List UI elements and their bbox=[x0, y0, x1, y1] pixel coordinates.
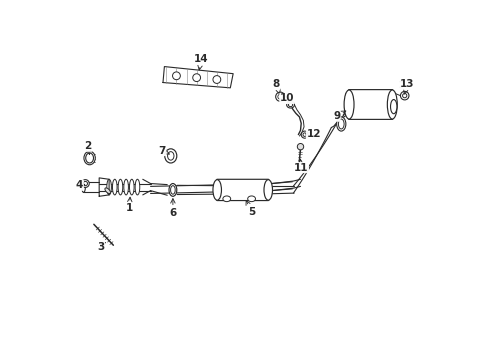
Ellipse shape bbox=[170, 186, 175, 194]
Text: 4: 4 bbox=[76, 180, 84, 190]
Circle shape bbox=[277, 94, 282, 99]
Ellipse shape bbox=[390, 100, 396, 114]
Text: 7: 7 bbox=[158, 145, 169, 156]
FancyBboxPatch shape bbox=[348, 90, 392, 120]
Ellipse shape bbox=[212, 76, 220, 84]
Ellipse shape bbox=[118, 179, 122, 195]
Ellipse shape bbox=[192, 74, 200, 82]
Ellipse shape bbox=[81, 182, 85, 192]
Text: 3: 3 bbox=[97, 242, 105, 252]
Ellipse shape bbox=[212, 180, 221, 200]
Text: 13: 13 bbox=[400, 79, 414, 94]
Ellipse shape bbox=[164, 149, 177, 163]
Ellipse shape bbox=[288, 103, 292, 107]
Ellipse shape bbox=[167, 152, 174, 160]
Ellipse shape bbox=[106, 179, 111, 195]
Text: 6: 6 bbox=[169, 199, 176, 218]
Text: 11: 11 bbox=[293, 159, 308, 172]
Ellipse shape bbox=[112, 179, 117, 195]
Ellipse shape bbox=[336, 117, 345, 131]
Text: 5: 5 bbox=[245, 201, 255, 217]
Ellipse shape bbox=[84, 151, 95, 165]
FancyBboxPatch shape bbox=[216, 179, 268, 201]
Ellipse shape bbox=[172, 72, 180, 80]
Circle shape bbox=[301, 131, 307, 138]
Ellipse shape bbox=[286, 102, 294, 108]
Circle shape bbox=[303, 133, 306, 136]
Circle shape bbox=[402, 94, 406, 98]
Circle shape bbox=[400, 91, 408, 100]
Circle shape bbox=[275, 92, 285, 101]
Text: 1: 1 bbox=[125, 197, 133, 213]
Ellipse shape bbox=[264, 180, 272, 200]
Ellipse shape bbox=[344, 90, 353, 119]
Text: 2: 2 bbox=[84, 141, 91, 155]
Ellipse shape bbox=[129, 179, 134, 195]
Circle shape bbox=[83, 181, 87, 186]
Text: 12: 12 bbox=[305, 129, 320, 139]
Ellipse shape bbox=[169, 184, 177, 196]
Ellipse shape bbox=[338, 119, 344, 129]
Ellipse shape bbox=[386, 90, 396, 119]
Text: 8: 8 bbox=[272, 79, 280, 94]
Ellipse shape bbox=[85, 153, 93, 163]
Ellipse shape bbox=[123, 179, 128, 195]
Ellipse shape bbox=[135, 179, 140, 195]
Ellipse shape bbox=[105, 188, 110, 194]
Circle shape bbox=[297, 144, 303, 150]
Text: 9: 9 bbox=[332, 111, 345, 121]
Text: 14: 14 bbox=[194, 54, 208, 70]
Circle shape bbox=[81, 180, 89, 188]
Ellipse shape bbox=[247, 196, 255, 202]
Text: 10: 10 bbox=[279, 94, 294, 103]
Ellipse shape bbox=[223, 196, 230, 202]
